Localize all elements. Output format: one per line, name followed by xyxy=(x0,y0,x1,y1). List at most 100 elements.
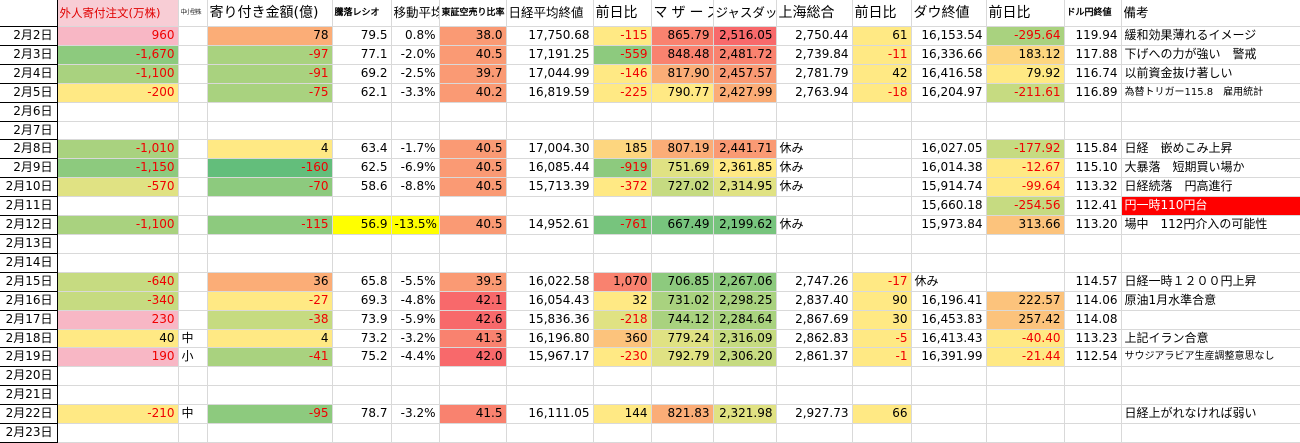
cell-yoritsuki[interactable]: -38 xyxy=(207,310,333,330)
cell-dow_chg[interactable] xyxy=(986,272,1065,292)
header-ratio[interactable]: 騰落レシオ xyxy=(332,0,392,27)
cell-remark[interactable] xyxy=(1121,102,1300,122)
cell-size[interactable] xyxy=(178,272,208,292)
cell-mothers[interactable] xyxy=(651,102,714,122)
cell-nikkei[interactable]: 15,836.36 xyxy=(506,310,594,330)
cell-dow[interactable]: 16,336.66 xyxy=(911,45,987,65)
cell-ratio[interactable]: 78.7 xyxy=(332,404,392,425)
cell-remark[interactable]: 上記イラン合意 xyxy=(1121,329,1300,349)
cell-size[interactable]: 小 xyxy=(178,347,208,368)
cell-karauri[interactable] xyxy=(439,423,507,443)
cell-ratio[interactable] xyxy=(332,121,392,141)
cell-remark[interactable] xyxy=(1121,385,1300,406)
cell-gaijin[interactable]: -200 xyxy=(57,83,179,103)
cell-shanghai[interactable] xyxy=(776,102,853,122)
cell-nikkei[interactable] xyxy=(506,121,594,141)
cell-ratio[interactable]: 63.4 xyxy=(332,139,392,160)
cell-nikkei_chg[interactable]: 32 xyxy=(593,291,652,311)
cell-nikkei[interactable]: 16,111.05 xyxy=(506,404,594,425)
cell-mothers[interactable] xyxy=(651,366,714,387)
cell-dow[interactable]: 休み xyxy=(911,272,987,292)
cell-usdjpy[interactable]: 113.20 xyxy=(1064,215,1122,235)
cell-size[interactable] xyxy=(178,253,208,273)
cell-jasdaq[interactable] xyxy=(713,385,777,406)
cell-shanghai_chg[interactable]: -11 xyxy=(852,45,912,65)
cell-remark[interactable]: 下げへの力が強い 警戒 xyxy=(1121,45,1300,65)
cell-yoritsuki[interactable] xyxy=(207,253,333,273)
cell-size[interactable] xyxy=(178,366,208,387)
cell-nikkei[interactable] xyxy=(506,385,594,406)
cell-shanghai[interactable] xyxy=(776,196,853,217)
date-cell[interactable]: 2月10日 xyxy=(0,177,58,198)
cell-shanghai[interactable] xyxy=(776,366,853,387)
cell-remark[interactable]: 日経続落 円高進行 xyxy=(1121,177,1300,198)
cell-ma[interactable]: 0.8% xyxy=(391,26,440,46)
cell-mothers[interactable]: 817.90 xyxy=(651,64,714,84)
cell-dow[interactable]: 15,914.74 xyxy=(911,177,987,198)
cell-gaijin[interactable]: 40 xyxy=(57,329,179,349)
cell-nikkei_chg[interactable]: 1,070 xyxy=(593,272,652,292)
cell-shanghai[interactable]: 休み xyxy=(776,139,853,160)
cell-nikkei_chg[interactable] xyxy=(593,196,652,217)
cell-jasdaq[interactable] xyxy=(713,102,777,122)
cell-dow_chg[interactable]: 79.92 xyxy=(986,64,1065,84)
cell-yoritsuki[interactable]: -160 xyxy=(207,158,333,179)
cell-jasdaq[interactable]: 2,457.57 xyxy=(713,64,777,84)
cell-nikkei_chg[interactable]: -761 xyxy=(593,215,652,235)
header-nikkei[interactable]: 日経平均終値 xyxy=(506,0,594,27)
cell-dow_chg[interactable] xyxy=(986,404,1065,425)
cell-dow[interactable] xyxy=(911,234,987,254)
cell-dow[interactable] xyxy=(911,385,987,406)
cell-jasdaq[interactable]: 2,427.99 xyxy=(713,83,777,103)
cell-ma[interactable]: -8.8% xyxy=(391,177,440,198)
cell-size[interactable] xyxy=(178,177,208,198)
cell-gaijin[interactable]: 960 xyxy=(57,26,179,46)
cell-dow_chg[interactable] xyxy=(986,253,1065,273)
cell-size[interactable] xyxy=(178,121,208,141)
header-shanghai[interactable]: 上海総合 xyxy=(776,0,853,27)
date-cell[interactable]: 2月11日 xyxy=(0,196,58,217)
cell-yoritsuki[interactable]: -75 xyxy=(207,83,333,103)
cell-jasdaq[interactable] xyxy=(713,234,777,254)
cell-ma[interactable]: -4.8% xyxy=(391,291,440,311)
cell-gaijin[interactable]: -1,150 xyxy=(57,158,179,179)
cell-karauri[interactable]: 40.5 xyxy=(439,45,507,65)
cell-size[interactable] xyxy=(178,215,208,235)
date-cell[interactable]: 2月20日 xyxy=(0,366,58,387)
cell-yoritsuki[interactable]: -95 xyxy=(207,404,333,425)
cell-mothers[interactable] xyxy=(651,234,714,254)
cell-size[interactable] xyxy=(178,83,208,103)
cell-dow_chg[interactable]: 222.57 xyxy=(986,291,1065,311)
date-cell[interactable]: 2月16日 xyxy=(0,291,58,311)
cell-size[interactable] xyxy=(178,423,208,443)
cell-mothers[interactable]: 790.77 xyxy=(651,83,714,103)
date-cell[interactable]: 2月14日 xyxy=(0,253,58,273)
cell-mothers[interactable] xyxy=(651,196,714,217)
cell-dow[interactable]: 16,413.43 xyxy=(911,329,987,349)
cell-karauri[interactable]: 42.1 xyxy=(439,291,507,311)
cell-dow[interactable] xyxy=(911,366,987,387)
cell-size[interactable] xyxy=(178,196,208,217)
cell-mothers[interactable] xyxy=(651,423,714,443)
cell-ratio[interactable]: 62.1 xyxy=(332,83,392,103)
cell-karauri[interactable]: 42.0 xyxy=(439,347,507,368)
cell-jasdaq[interactable]: 2,316.09 xyxy=(713,329,777,349)
cell-nikkei_chg[interactable] xyxy=(593,253,652,273)
cell-karauri[interactable] xyxy=(439,253,507,273)
cell-nikkei[interactable]: 17,750.68 xyxy=(506,26,594,46)
cell-shanghai_chg[interactable]: -1 xyxy=(852,347,912,368)
cell-shanghai[interactable]: 2,763.94 xyxy=(776,83,853,103)
cell-shanghai_chg[interactable] xyxy=(852,234,912,254)
cell-nikkei_chg[interactable]: 185 xyxy=(593,139,652,160)
cell-jasdaq[interactable]: 2,321.98 xyxy=(713,404,777,425)
cell-jasdaq[interactable]: 2,441.71 xyxy=(713,139,777,160)
cell-remark[interactable] xyxy=(1121,121,1300,141)
cell-mothers[interactable]: 865.79 xyxy=(651,26,714,46)
cell-nikkei[interactable]: 16,085.44 xyxy=(506,158,594,179)
cell-nikkei_chg[interactable] xyxy=(593,366,652,387)
cell-usdjpy[interactable] xyxy=(1064,253,1122,273)
cell-dow_chg[interactable]: -40.40 xyxy=(986,329,1065,349)
cell-gaijin[interactable] xyxy=(57,121,179,141)
header-ma[interactable]: 移動平均 xyxy=(391,0,440,27)
cell-nikkei_chg[interactable]: -218 xyxy=(593,310,652,330)
